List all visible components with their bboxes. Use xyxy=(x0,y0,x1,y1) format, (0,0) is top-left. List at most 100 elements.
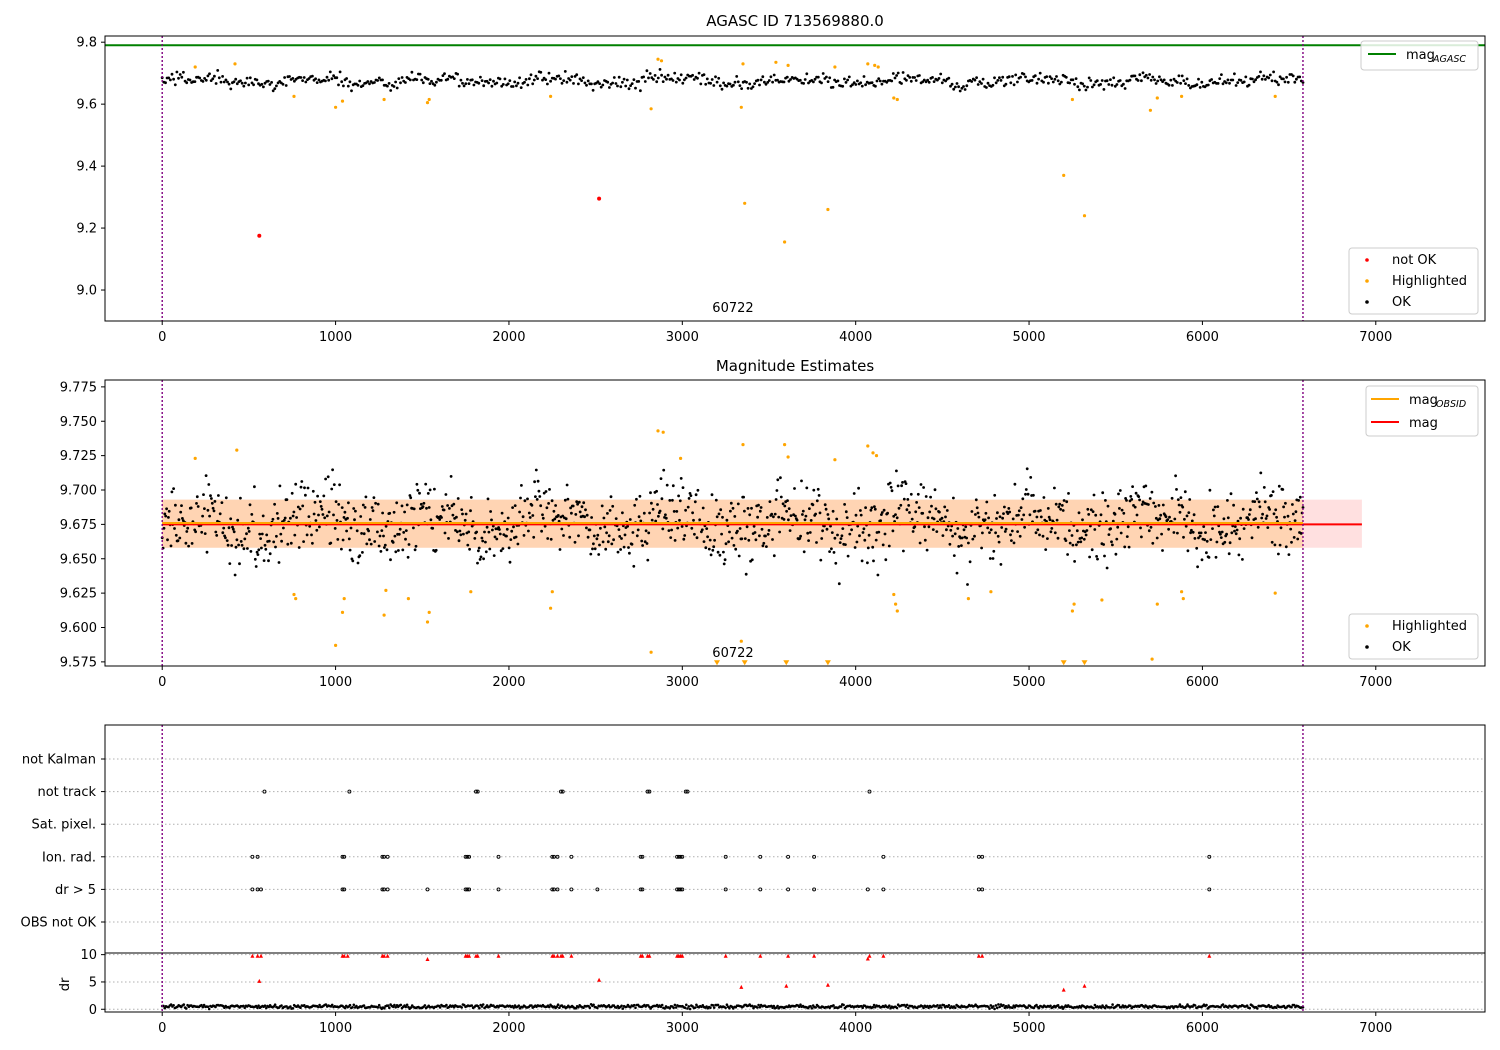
ok-point xyxy=(977,515,981,519)
ok-point xyxy=(531,82,535,86)
ok-point xyxy=(684,508,687,512)
ok-point xyxy=(766,532,770,536)
flag-marker xyxy=(550,854,555,859)
ok-point xyxy=(441,74,445,77)
dr-ok-point xyxy=(954,1006,957,1010)
dr-ok-point xyxy=(377,1003,381,1007)
ok-point xyxy=(854,513,858,517)
ok-point xyxy=(1007,75,1011,79)
ok-point xyxy=(1039,509,1042,512)
ok-point xyxy=(591,547,594,551)
ok-point xyxy=(248,76,252,80)
dr-not-ok-point xyxy=(467,953,472,958)
ok-point xyxy=(718,84,722,88)
ok-point xyxy=(856,524,860,528)
ok-point xyxy=(173,83,177,87)
ok-point xyxy=(590,82,593,86)
ok-point xyxy=(1220,73,1223,76)
ok-point xyxy=(1236,81,1240,84)
ok-point xyxy=(394,80,397,84)
dr-ok-point xyxy=(1013,1005,1017,1009)
ok-point xyxy=(967,541,970,545)
ok-point xyxy=(602,516,606,520)
ok-point xyxy=(351,559,355,563)
ok-point xyxy=(268,552,272,556)
ok-point xyxy=(1203,538,1206,542)
ok-point xyxy=(1250,536,1254,540)
highlighted-point xyxy=(1273,591,1277,595)
ok-point xyxy=(282,526,285,530)
ok-point xyxy=(673,539,677,542)
ok-point xyxy=(843,503,846,506)
dr-ok-point xyxy=(214,1005,217,1009)
ok-point xyxy=(467,82,471,85)
ok-point xyxy=(776,78,779,82)
ok-point xyxy=(1211,527,1214,530)
ok-point xyxy=(939,72,943,76)
ok-point xyxy=(1051,80,1055,84)
legend-label: mag xyxy=(1406,48,1435,63)
ok-point xyxy=(1225,532,1228,536)
ok-point xyxy=(376,530,379,534)
ok-point xyxy=(566,497,570,501)
ok-point xyxy=(561,514,565,518)
ok-point xyxy=(1154,505,1157,508)
ok-point xyxy=(1050,77,1053,80)
ok-point xyxy=(786,499,789,502)
ok-point xyxy=(815,499,819,503)
dr-ok-point xyxy=(770,1004,773,1008)
ok-point xyxy=(937,77,941,80)
ok-point xyxy=(686,505,690,509)
ok-point xyxy=(1272,512,1276,516)
ok-point xyxy=(830,547,833,551)
ok-point xyxy=(162,526,166,530)
highlighted-point xyxy=(649,650,653,654)
ok-point xyxy=(906,498,910,501)
ok-point xyxy=(499,549,503,553)
ok-point xyxy=(626,524,629,528)
ok-point xyxy=(291,77,295,80)
ok-point xyxy=(388,511,392,515)
ok-point xyxy=(835,517,839,521)
ok-point xyxy=(1161,503,1165,507)
ok-point xyxy=(859,81,863,85)
dr-not-ok-point xyxy=(812,953,817,958)
ok-point xyxy=(568,78,572,82)
dr-ok-point xyxy=(1026,1006,1029,1009)
dr-ok-point xyxy=(558,1006,561,1009)
highlighted-point xyxy=(894,602,898,606)
ok-point xyxy=(478,558,482,561)
ok-point xyxy=(459,78,463,82)
ok-point xyxy=(545,506,549,510)
ok-point xyxy=(1127,545,1131,549)
ok-point xyxy=(859,509,862,512)
ok-point xyxy=(672,510,676,513)
ok-point xyxy=(434,548,438,552)
ok-point xyxy=(1159,78,1163,82)
ok-point xyxy=(932,517,936,521)
dr-ok-point xyxy=(318,1003,321,1007)
ok-point xyxy=(583,81,587,85)
ok-point xyxy=(315,81,319,84)
ok-point xyxy=(708,538,712,542)
ok-point xyxy=(893,76,897,80)
x-tick-label: 2000 xyxy=(492,330,525,345)
highlighted-point xyxy=(659,59,664,63)
dr-ok-point xyxy=(673,1003,677,1007)
ok-point xyxy=(759,78,763,82)
highlighted-point xyxy=(384,588,388,593)
ok-point xyxy=(1155,536,1159,540)
flag-marker xyxy=(867,789,872,794)
ok-point xyxy=(528,77,531,81)
ok-point xyxy=(304,80,308,84)
ok-point xyxy=(529,73,533,77)
ok-point xyxy=(614,517,618,520)
flag-marker xyxy=(569,854,574,859)
flag-marker xyxy=(638,887,643,892)
ok-point xyxy=(370,506,374,509)
flag-marker xyxy=(881,854,886,859)
ok-point xyxy=(754,538,758,542)
ok-point xyxy=(425,506,428,510)
ok-point xyxy=(541,516,545,520)
ok-point xyxy=(509,538,513,541)
